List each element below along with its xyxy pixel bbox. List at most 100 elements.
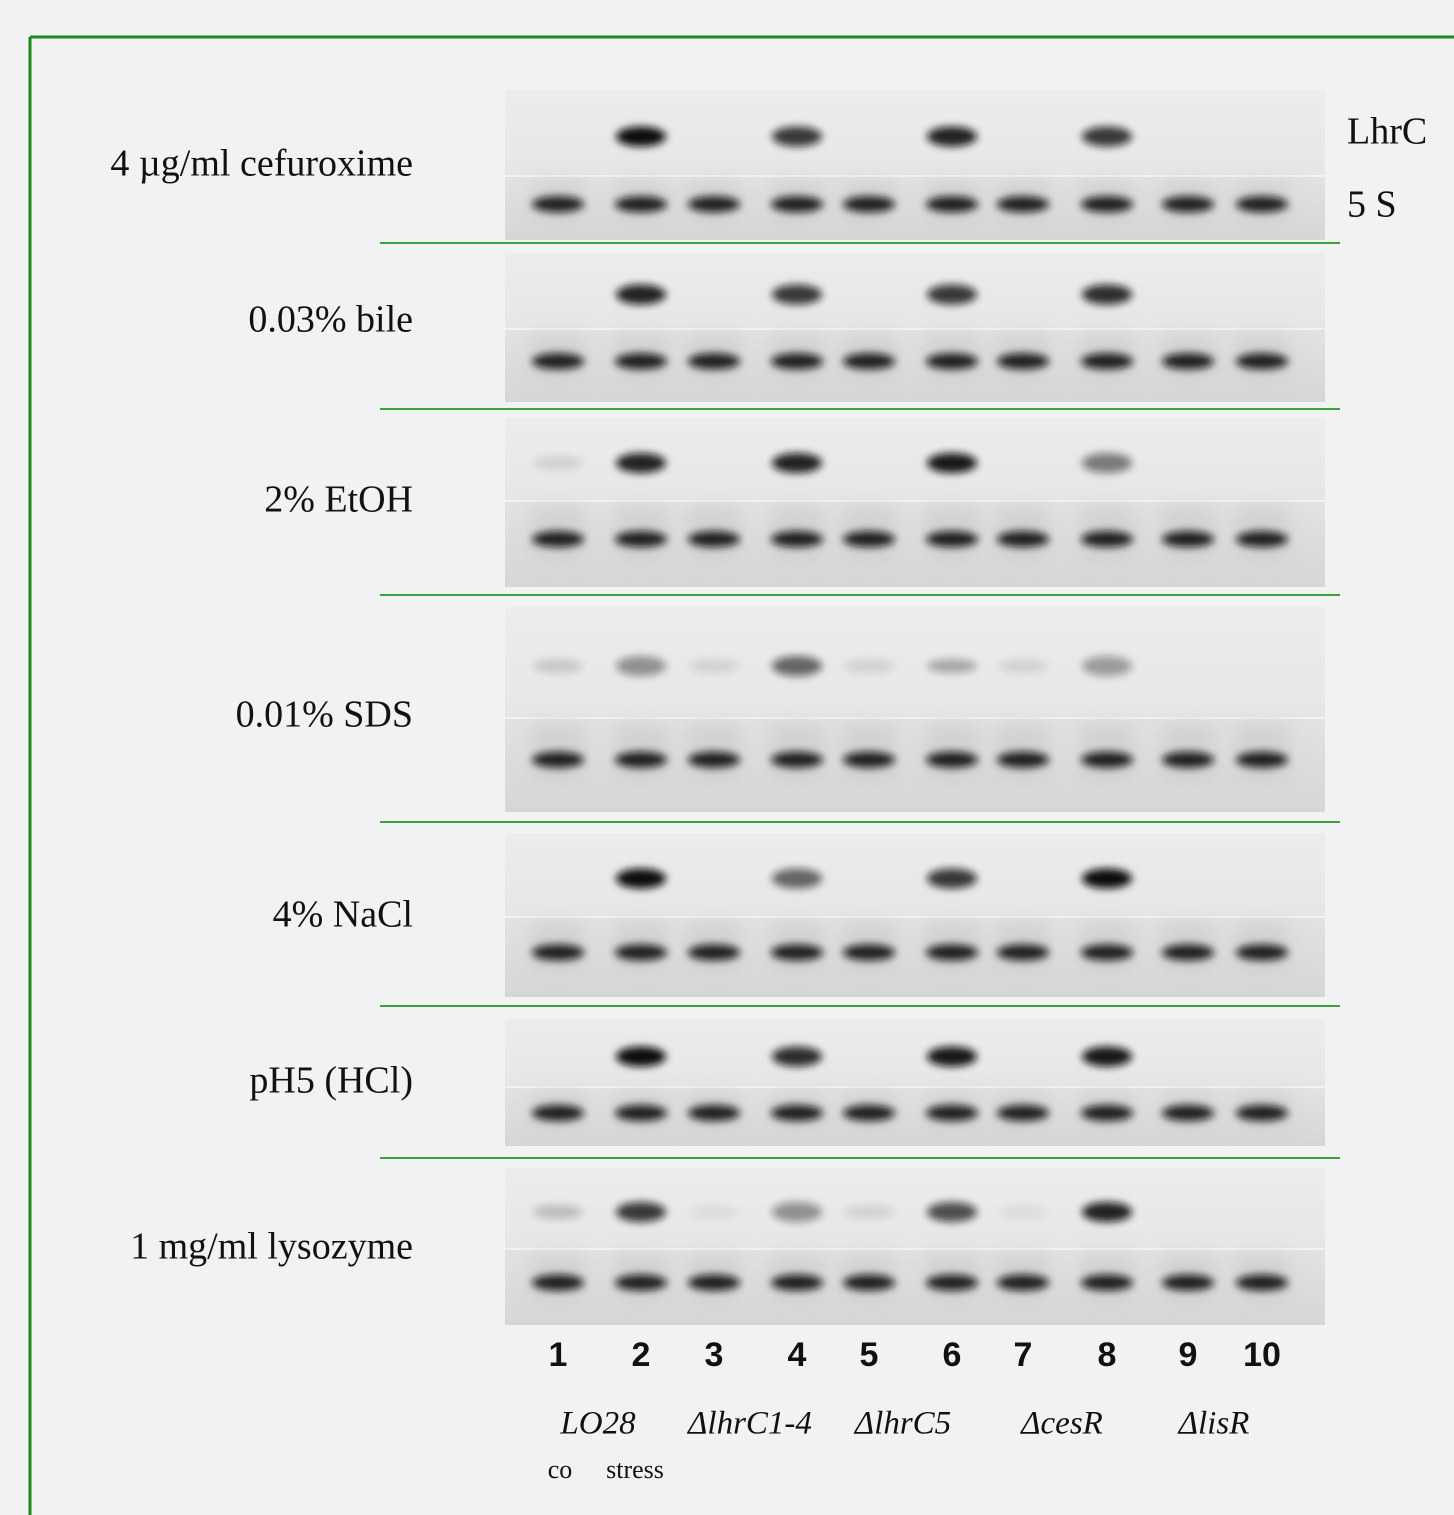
5s-band: [771, 1274, 823, 1291]
lane-smear: [1080, 723, 1134, 780]
lhrc-band: [1082, 1202, 1132, 1222]
5s-band: [771, 1105, 823, 1121]
strain-label: ΔcesR: [1019, 1406, 1103, 1442]
lhrc-band: [616, 453, 666, 473]
5s-band: [771, 531, 823, 548]
lhrc-band: [533, 1205, 583, 1219]
5s-band: [1162, 944, 1214, 961]
5s-band: [1081, 751, 1133, 768]
lhrc-band: [616, 868, 666, 889]
5s-band: [843, 353, 895, 370]
5s-band: [843, 751, 895, 768]
5s-band: [926, 196, 978, 213]
5s-band: [688, 1105, 740, 1121]
5s-band: [1162, 751, 1214, 768]
5s-band: [688, 353, 740, 370]
5s-band: [615, 1105, 667, 1121]
lhrc-band: [998, 1205, 1048, 1219]
5s-band: [843, 531, 895, 548]
strain-label: LO28: [559, 1406, 636, 1442]
5s-band: [997, 353, 1049, 370]
lane-number: 4: [788, 1336, 807, 1374]
5s-band: [615, 353, 667, 370]
5s-band: [1081, 353, 1133, 370]
lhrc-band: [616, 284, 666, 305]
lhrc-band: [689, 1205, 739, 1219]
5s-band: [1081, 1274, 1133, 1291]
lane-number: 3: [705, 1336, 724, 1374]
lhrc-band: [1082, 453, 1132, 473]
5s-band: [771, 196, 823, 213]
condition-label: 2% EtOH: [264, 479, 413, 521]
5s-band: [997, 751, 1049, 768]
lane-number: 2: [632, 1336, 651, 1374]
lane-smear: [925, 723, 979, 780]
lane-smear: [614, 723, 668, 780]
lhrc-band: [533, 659, 583, 673]
5s-band: [532, 1274, 584, 1291]
condition-label: 4 µg/ml cefuroxime: [110, 143, 413, 185]
5s-band: [1236, 751, 1288, 768]
lane-number: 8: [1098, 1336, 1117, 1374]
5s-band: [1162, 1105, 1214, 1121]
lhrc-band: [616, 1202, 666, 1222]
condition-label: 0.01% SDS: [236, 694, 413, 736]
lhrc-band: [772, 1046, 822, 1067]
5s-band: [771, 353, 823, 370]
5s-band: [1236, 353, 1288, 370]
5s-band: [997, 196, 1049, 213]
lane-number: 7: [1014, 1336, 1033, 1374]
condition-label: 0.03% bile: [248, 299, 413, 341]
lhrc-band: [772, 1202, 822, 1222]
lane-smear: [1235, 723, 1289, 780]
5s-band: [688, 751, 740, 768]
lane-smear: [996, 723, 1050, 780]
5s-band: [843, 944, 895, 961]
5s-band: [532, 196, 584, 213]
5s-band: [1081, 531, 1133, 548]
sample-type: stress: [606, 1455, 664, 1484]
lane-smear: [687, 723, 741, 780]
lhrc-band: [616, 1046, 666, 1067]
condition-label: 1 mg/ml lysozyme: [130, 1226, 413, 1268]
lane-number: 1: [549, 1336, 568, 1374]
5s-band: [926, 353, 978, 370]
lhrc-band: [927, 453, 977, 473]
5s-band: [1236, 944, 1288, 961]
lhrc-band: [844, 1205, 894, 1219]
lhrc-band: [772, 126, 822, 147]
5s-band: [1081, 196, 1133, 213]
lhrc-band: [927, 659, 977, 673]
lane-smear: [531, 723, 585, 780]
5s-band: [843, 196, 895, 213]
5s-band: [688, 944, 740, 961]
5s-band: [1162, 353, 1214, 370]
5s-band: [997, 944, 1049, 961]
5s-band: [997, 1274, 1049, 1291]
5s-band: [997, 531, 1049, 548]
5s-band: [1236, 196, 1288, 213]
5s-band: [1236, 531, 1288, 548]
lane-number: 6: [943, 1336, 962, 1374]
lhrc-band: [689, 659, 739, 673]
5s-band: [1162, 1274, 1214, 1291]
5s-band: [532, 751, 584, 768]
lhrc-band: [1082, 1046, 1132, 1067]
lhrc-band: [998, 659, 1048, 673]
5s-band: [615, 751, 667, 768]
5s-band: [615, 1274, 667, 1291]
5s-band: [1081, 1105, 1133, 1121]
sample-type: co: [548, 1455, 573, 1484]
lhrc-band: [533, 456, 583, 470]
5s-band: [1236, 1274, 1288, 1291]
lhrc-band: [927, 126, 977, 147]
lhrc-band: [927, 284, 977, 305]
5s-band: [843, 1274, 895, 1291]
5s-band: [532, 353, 584, 370]
lhrc-band: [927, 1202, 977, 1222]
condition-label: pH5 (HCl): [249, 1060, 413, 1102]
lane-number: 9: [1179, 1336, 1198, 1374]
lane-smear: [1161, 723, 1215, 780]
